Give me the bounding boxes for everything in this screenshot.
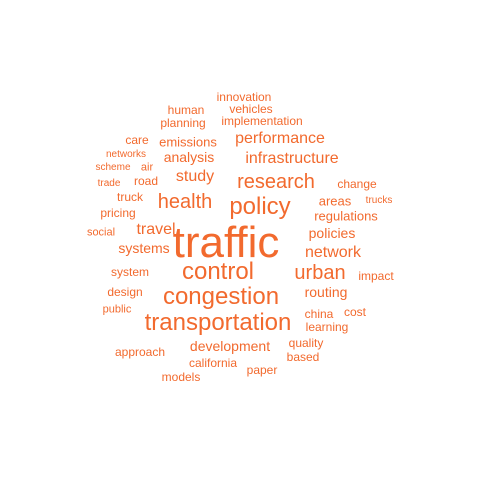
- word-transportation: transportation: [144, 309, 292, 336]
- word-emissions: emissions: [159, 134, 217, 150]
- word-study: study: [175, 168, 215, 185]
- word-quality: quality: [288, 336, 324, 350]
- word-innovation: innovation: [216, 90, 272, 104]
- word-public: public: [102, 303, 132, 316]
- word-infrastructure: infrastructure: [245, 150, 339, 167]
- word-policies: policies: [308, 225, 356, 241]
- word-california: california: [188, 356, 238, 370]
- word-trucks: trucks: [365, 195, 393, 206]
- word-areas: areas: [318, 193, 352, 209]
- word-networks: networks: [105, 149, 147, 160]
- word-control: control: [181, 258, 255, 285]
- word-scheme: scheme: [95, 162, 131, 173]
- word-learning: learning: [305, 320, 349, 334]
- word-change: change: [337, 177, 377, 191]
- word-cost: cost: [343, 305, 367, 319]
- word-implementation: implementation: [221, 114, 303, 128]
- word-system: system: [110, 265, 150, 279]
- word-trade: trade: [97, 178, 121, 189]
- word-planning: planning: [160, 116, 206, 130]
- word-based: based: [286, 350, 320, 364]
- word-approach: approach: [114, 345, 166, 359]
- word-health: health: [157, 191, 213, 213]
- word-vehicles: vehicles: [229, 102, 273, 116]
- word-performance: performance: [235, 130, 325, 147]
- word-research: research: [237, 171, 315, 193]
- word-models: models: [161, 370, 201, 384]
- word-social: social: [86, 226, 116, 239]
- word-air: air: [140, 161, 154, 174]
- word-impact: impact: [358, 269, 394, 283]
- word-network: network: [304, 244, 362, 261]
- word-systems: systems: [118, 240, 170, 256]
- word-policy: policy: [229, 193, 291, 220]
- word-traffic: traffic: [172, 218, 280, 267]
- word-urban: urban: [294, 262, 346, 284]
- word-regulations: regulations: [314, 208, 378, 224]
- word-human: human: [167, 103, 205, 117]
- word-china: china: [304, 307, 334, 321]
- word-road: road: [133, 174, 159, 188]
- word-care: care: [125, 133, 149, 147]
- word-design: design: [107, 285, 143, 299]
- word-truck: truck: [116, 190, 144, 204]
- word-development: development: [189, 338, 271, 354]
- word-paper: paper: [246, 363, 278, 377]
- word-pricing: pricing: [100, 206, 136, 220]
- word-analysis: analysis: [163, 149, 215, 165]
- word-routing: routing: [304, 284, 348, 300]
- word-travel: travel: [136, 221, 176, 238]
- word-congestion: congestion: [162, 283, 280, 310]
